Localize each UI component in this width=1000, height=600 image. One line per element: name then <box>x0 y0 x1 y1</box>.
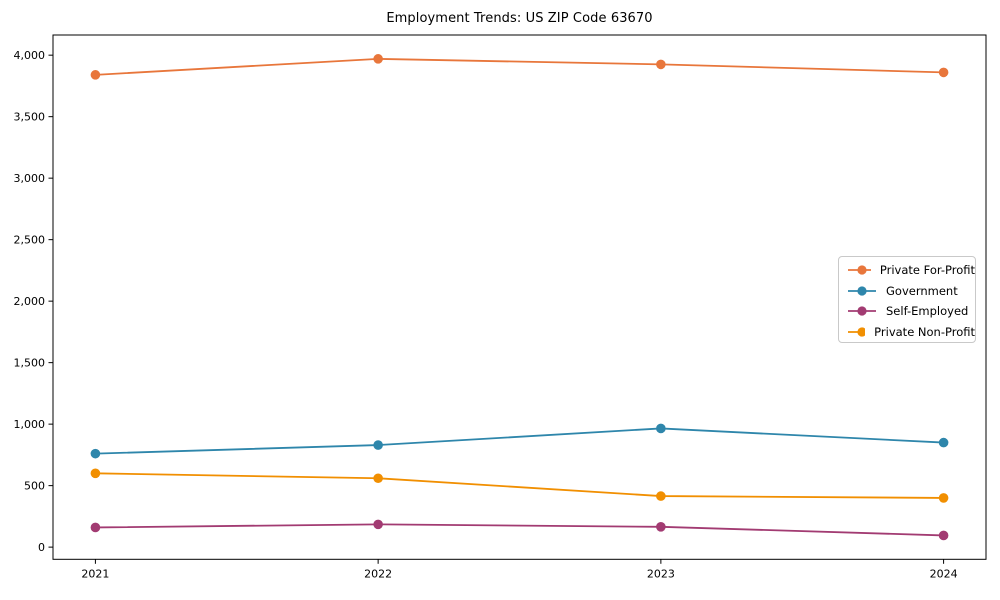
data-point-private-non-profit-2021 <box>90 468 101 479</box>
data-point-private-for-profit-2023 <box>656 59 666 70</box>
legend-item-private-for-profit: Private For-Profit <box>847 260 975 281</box>
plot-frame <box>52 34 987 560</box>
data-point-private-for-profit-2022 <box>373 54 383 64</box>
line-dot-marker-icon <box>848 286 876 296</box>
data-point-private-for-profit-2021 <box>90 70 101 80</box>
line-dot-marker-icon <box>848 265 871 275</box>
y-axis-tick-label: 1,500 <box>14 356 46 369</box>
data-point-self-employed-2023 <box>656 522 666 532</box>
data-point-private-non-profit-2023 <box>656 491 666 501</box>
legend-label: Private Non-Profit <box>874 324 975 339</box>
legend-label: Private For-Profit <box>879 263 975 278</box>
y-axis-tick-label: 0 <box>38 541 45 554</box>
x-axis-tick-label: 2022 <box>364 567 392 580</box>
data-point-government-2021 <box>90 448 101 459</box>
legend: Private For-Profit Government Self-Emplo… <box>838 256 976 343</box>
legend-label: Self-Employed <box>886 304 969 319</box>
data-point-government-2023 <box>656 423 666 434</box>
x-axis-tick-label: 2024 <box>930 567 958 580</box>
data-point-private-non-profit-2022 <box>373 473 383 484</box>
series-line-self-employed <box>95 523 944 537</box>
chart-title: Employment Trends: US ZIP Code 63670 <box>386 11 653 26</box>
data-point-self-employed-2021 <box>90 522 101 533</box>
data-point-private-non-profit-2024 <box>938 493 949 503</box>
x-axis-tick-label: 2023 <box>647 567 675 580</box>
legend-item-government: Government <box>847 281 975 302</box>
series-line-private-for-profit <box>95 57 944 76</box>
data-point-private-for-profit-2024 <box>938 67 949 78</box>
data-point-government-2022 <box>373 440 383 450</box>
series-line-private-non-profit <box>95 472 944 499</box>
x-axis-tick-label: 2021 <box>81 567 109 580</box>
data-point-government-2024 <box>938 437 949 448</box>
y-axis-tick-label: 2,500 <box>14 233 46 246</box>
line-dot-marker-icon <box>848 327 866 337</box>
series-line-government <box>95 427 944 455</box>
y-axis-tick-label: 3,500 <box>14 110 46 123</box>
y-axis-tick-label: 500 <box>24 479 45 492</box>
data-point-self-employed-2024 <box>938 530 949 541</box>
legend-item-self-employed: Self-Employed <box>847 301 975 322</box>
legend-item-private-non-profit: Private Non-Profit <box>847 322 975 343</box>
legend-label: Government <box>886 283 958 298</box>
data-point-self-employed-2022 <box>373 519 383 530</box>
y-axis-tick-label: 4,000 <box>14 49 46 62</box>
y-axis-tick-label: 3,000 <box>14 172 46 185</box>
y-axis-tick-label: 2,000 <box>14 295 46 308</box>
line-dot-marker-icon <box>848 306 876 316</box>
y-axis-tick-label: 1,000 <box>14 418 46 431</box>
